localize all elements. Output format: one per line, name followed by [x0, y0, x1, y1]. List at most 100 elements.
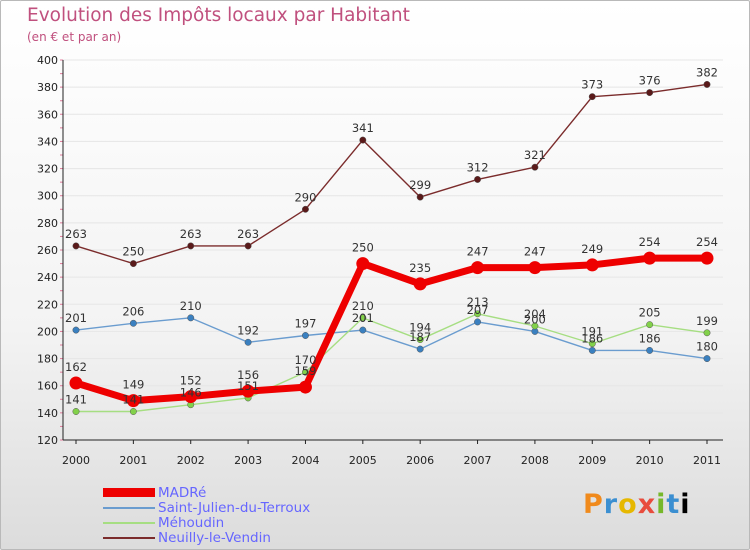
data-point	[72, 242, 80, 250]
chart-title: Evolution des Impôts locaux par Habitant	[27, 5, 410, 26]
data-point	[126, 394, 140, 408]
y-tick-label: 400	[37, 54, 58, 67]
data-label: 235	[409, 261, 431, 275]
legend-item-mehoudin[interactable]: Méhoudin	[103, 514, 310, 531]
legend-label: Saint-Julien-du-Terroux	[158, 499, 311, 516]
data-label: 201	[352, 311, 374, 325]
x-tick-label: 2010	[636, 454, 664, 467]
axes: 120 140 160 180 200 220 240 260 280 300 320 340 360 3…	[37, 54, 723, 467]
legend-item-saint-julien[interactable]: Saint-Julien-du-Terroux	[103, 499, 311, 516]
y-tick-label: 340	[37, 135, 58, 148]
data-label: 199	[696, 314, 718, 328]
data-label: 249	[581, 242, 603, 256]
data-point	[359, 136, 367, 144]
grid	[63, 59, 723, 441]
data-label: 312	[467, 160, 489, 174]
data-label: 247	[467, 245, 489, 259]
proxiti-logo: Proxiti	[583, 489, 691, 520]
data-point	[703, 80, 711, 88]
data-point	[129, 319, 137, 327]
y-tick-label: 160	[37, 380, 58, 393]
data-point	[129, 260, 137, 268]
data-label: 156	[237, 368, 259, 382]
data-point	[302, 332, 309, 339]
data-label: 162	[65, 360, 87, 374]
data-point	[474, 310, 481, 318]
data-label: 254	[696, 235, 718, 249]
series-lines	[72, 83, 711, 413]
data-label: 213	[467, 295, 489, 309]
data-point	[72, 326, 80, 334]
y-tick-label: 240	[37, 271, 58, 284]
x-tick-label: 2001	[119, 454, 147, 467]
data-label: 191	[581, 325, 603, 339]
data-label: 382	[696, 65, 718, 79]
data-label: 187	[409, 330, 431, 344]
data-point	[700, 251, 714, 265]
data-point	[302, 205, 309, 213]
data-label: 290	[294, 190, 316, 204]
data-point	[416, 336, 424, 344]
data-label: 151	[237, 379, 259, 393]
data-label: 207	[467, 303, 489, 317]
data-point	[643, 251, 657, 265]
data-point	[416, 345, 424, 353]
data-point	[302, 368, 309, 376]
data-label: 146	[180, 386, 202, 400]
data-label: 250	[122, 245, 144, 259]
legend-label: MADRé	[158, 484, 207, 501]
legend-swatch-madre	[103, 488, 155, 497]
data-label: 197	[294, 317, 316, 331]
data-point	[187, 242, 195, 250]
data-point	[413, 277, 427, 291]
data-label: 186	[639, 331, 661, 345]
y-tick-label: 320	[37, 163, 58, 176]
data-label: 210	[180, 299, 202, 313]
data-label: 373	[581, 78, 603, 92]
legend-item-madre[interactable]: MADRé	[103, 484, 310, 501]
data-point	[416, 193, 424, 201]
data-label: 192	[237, 323, 259, 337]
x-tick-label: 2006	[406, 454, 434, 467]
data-label: 250	[352, 241, 374, 255]
data-label: 141	[65, 393, 87, 407]
data-point	[531, 322, 539, 330]
data-label: 194	[409, 321, 431, 335]
y-tick-label: 180	[37, 353, 58, 366]
x-tick-label: 2004	[291, 454, 319, 467]
data-point	[646, 346, 654, 354]
data-label: 141	[122, 393, 144, 407]
data-point	[69, 376, 83, 390]
data-point	[356, 257, 370, 271]
y-tick-label: 260	[37, 244, 58, 257]
data-point	[646, 89, 654, 97]
data-label: 159	[294, 364, 316, 378]
legend-item-neuilly[interactable]: Neuilly-le-Vendin	[103, 530, 310, 546]
y-tick-label: 220	[37, 298, 58, 311]
series-line	[75, 313, 708, 413]
data-label: 205	[639, 306, 661, 320]
series-line	[75, 83, 708, 265]
data-point	[528, 261, 542, 275]
data-point	[244, 338, 252, 346]
y-tick-label: 280	[37, 217, 58, 230]
legend-label: Méhoudin	[158, 514, 225, 531]
data-point	[646, 321, 654, 329]
x-tick-label: 2007	[464, 454, 492, 467]
data-label: 206	[122, 304, 144, 318]
y-tick-label: 120	[37, 434, 58, 447]
data-point	[703, 355, 711, 363]
x-tick-label: 2011	[693, 454, 721, 467]
data-label: 376	[639, 74, 661, 88]
data-point	[585, 258, 599, 272]
x-tick-label: 2000	[62, 454, 90, 467]
data-point	[703, 329, 711, 337]
legend-swatch-neuilly	[103, 536, 155, 539]
data-point	[588, 93, 596, 101]
data-label: 210	[352, 299, 374, 313]
data-label: 321	[524, 148, 546, 162]
data-point	[359, 326, 367, 334]
